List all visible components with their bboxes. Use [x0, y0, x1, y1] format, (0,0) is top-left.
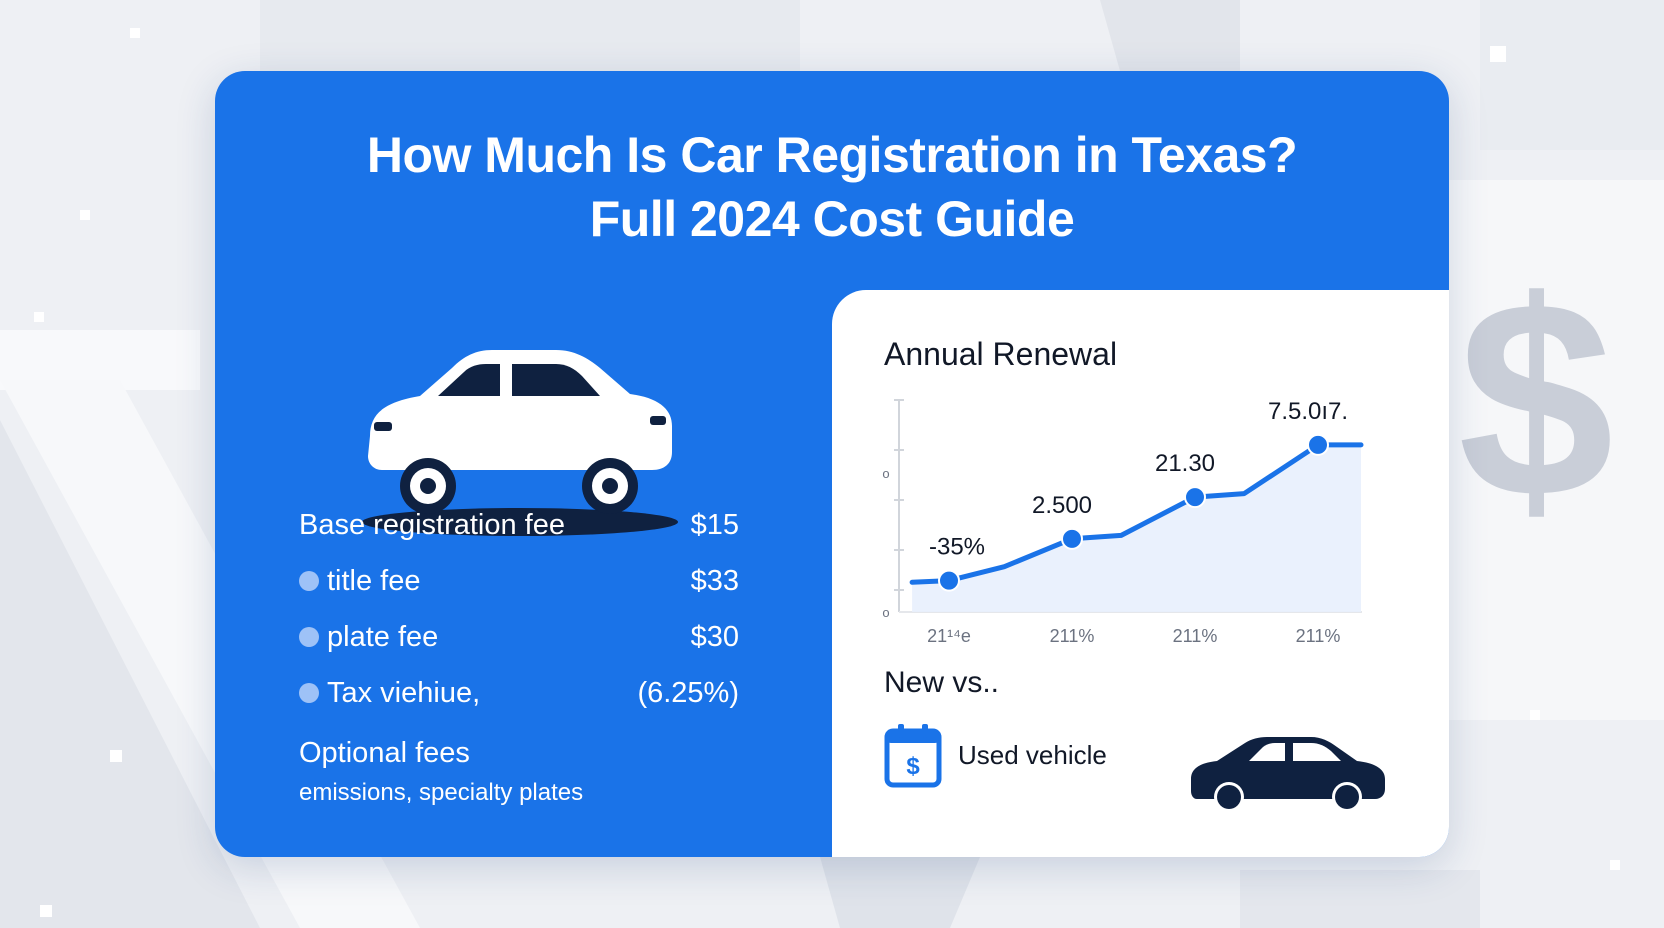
- fee-label: Base registration fee: [299, 509, 565, 541]
- fee-label: plate fee: [327, 621, 439, 653]
- title-line-2: Full 2024 Cost Guide: [589, 191, 1075, 247]
- renewal-title: Annual Renewal: [884, 336, 1118, 372]
- car-icon: [362, 350, 678, 536]
- renewal-chart: -35% 2.500 21.30 7.5.0ı7. 21¹⁴e 211% 211% 211%…: [882, 398, 1364, 646]
- dollar-sign-icon: $: [1458, 244, 1614, 556]
- fee-value: (6.25%): [637, 677, 739, 709]
- data-label: -35%: [929, 534, 985, 561]
- fee-label: title fee: [327, 565, 421, 597]
- x-tick-label: 21¹⁴e: [927, 626, 971, 646]
- fee-row-tax: Tax viehiue, (6.25%): [299, 673, 739, 713]
- data-point: [1184, 486, 1206, 509]
- calendar-dollar-glyph: $: [906, 753, 920, 780]
- x-tick-label: 211%: [1050, 626, 1095, 646]
- series-line: [909, 442, 1364, 585]
- car-icon: [1191, 737, 1385, 812]
- data-label: 21.30: [1155, 450, 1215, 477]
- data-point: [1061, 527, 1083, 550]
- x-tick-label: 211%: [1296, 626, 1341, 646]
- y-tick-label: o: [882, 605, 889, 620]
- calendar-dollar-icon: $: [884, 724, 942, 788]
- bullet-dot: [299, 571, 319, 591]
- data-point: [938, 569, 960, 592]
- fee-label: Tax viehiue,: [327, 677, 481, 709]
- fee-row-title: title fee $33: [299, 561, 739, 601]
- y-tick-label: o: [882, 466, 889, 481]
- fee-value: $33: [690, 565, 739, 597]
- used-vehicle-label: Used vehicle: [958, 740, 1107, 770]
- info-card: How Much Is Car Registration in Texas? F…: [215, 71, 1449, 857]
- fee-row-plate: plate fee $30: [299, 617, 739, 657]
- optional-fees-title: Optional fees: [299, 737, 470, 769]
- fee-value: $30: [690, 621, 739, 653]
- fee-row-base: Base registration fee $15: [299, 505, 739, 545]
- bullet-dot: [299, 627, 319, 647]
- optional-fees-desc: emissions, specialty plates: [299, 779, 584, 806]
- right-panel: Annual Renewal -35% 2.500 21.30 7.5.0ı7. 21…: [832, 290, 1449, 857]
- data-point: [1307, 433, 1329, 456]
- page-title: How Much Is Car Registration in Texas? F…: [215, 123, 1449, 251]
- data-label: 2.500: [1032, 492, 1092, 519]
- title-line-1: How Much Is Car Registration in Texas?: [366, 127, 1298, 183]
- fee-value: $15: [690, 509, 739, 541]
- bullet-dot: [299, 683, 319, 703]
- comparison-title: New vs..: [884, 666, 1000, 699]
- x-tick-label: 211%: [1173, 626, 1218, 646]
- data-label: 7.5.0ı7.: [1268, 398, 1348, 425]
